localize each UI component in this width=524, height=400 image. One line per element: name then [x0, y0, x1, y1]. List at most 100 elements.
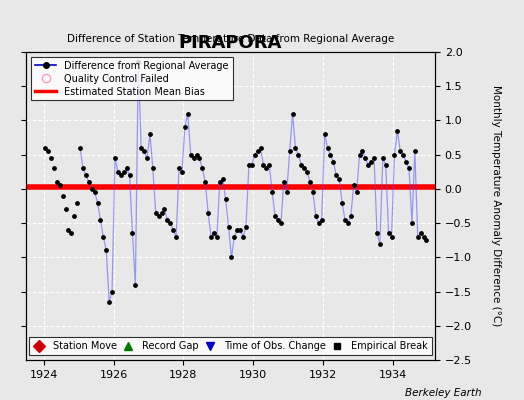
Point: [189, 155, 198, 161]
Point: [387, 234, 396, 240]
Point: [56, 182, 64, 189]
Point: [91, 189, 99, 196]
Point: [219, 176, 227, 182]
Point: [405, 165, 413, 172]
Legend: Station Move, Record Gap, Time of Obs. Change, Empirical Break: Station Move, Record Gap, Time of Obs. C…: [29, 337, 432, 355]
Point: [99, 234, 107, 240]
Point: [399, 152, 407, 158]
Point: [373, 230, 381, 236]
Point: [254, 148, 262, 154]
Point: [271, 213, 279, 220]
Point: [96, 216, 105, 223]
Point: [227, 254, 236, 260]
Point: [73, 199, 81, 206]
Point: [422, 237, 431, 244]
Point: [140, 148, 148, 154]
Point: [390, 152, 399, 158]
Point: [262, 165, 270, 172]
Point: [204, 210, 212, 216]
Point: [105, 299, 113, 305]
Point: [297, 162, 305, 168]
Point: [367, 158, 375, 165]
Point: [149, 165, 157, 172]
Point: [47, 155, 55, 161]
Point: [131, 282, 139, 288]
Point: [323, 145, 332, 151]
Point: [183, 110, 192, 117]
Point: [67, 230, 75, 236]
Point: [364, 162, 373, 168]
Point: [58, 192, 67, 199]
Point: [353, 189, 361, 196]
Point: [175, 165, 183, 172]
Point: [417, 230, 425, 236]
Point: [350, 182, 358, 189]
Point: [146, 131, 154, 137]
Point: [381, 162, 390, 168]
Point: [419, 234, 428, 240]
Point: [119, 168, 128, 175]
Point: [309, 189, 317, 196]
Point: [82, 172, 90, 178]
Point: [88, 186, 96, 192]
Point: [393, 128, 401, 134]
Point: [93, 199, 102, 206]
Point: [274, 216, 282, 223]
Point: [41, 145, 49, 151]
Point: [195, 155, 204, 161]
Point: [84, 179, 93, 185]
Point: [207, 234, 215, 240]
Point: [291, 145, 300, 151]
Point: [201, 179, 210, 185]
Point: [355, 152, 364, 158]
Point: [151, 210, 160, 216]
Point: [250, 152, 259, 158]
Point: [341, 216, 349, 223]
Point: [236, 227, 244, 233]
Point: [329, 158, 337, 165]
Point: [303, 168, 311, 175]
Point: [50, 165, 58, 172]
Point: [256, 145, 265, 151]
Point: [187, 152, 195, 158]
Point: [312, 213, 320, 220]
Point: [222, 196, 230, 202]
Point: [143, 155, 151, 161]
Point: [346, 213, 355, 220]
Point: [326, 152, 335, 158]
Point: [192, 152, 201, 158]
Point: [79, 165, 87, 172]
Point: [379, 155, 387, 161]
Point: [157, 210, 166, 216]
Point: [64, 227, 73, 233]
Point: [245, 162, 253, 168]
Point: [277, 220, 285, 226]
Point: [413, 234, 422, 240]
Point: [306, 179, 314, 185]
Point: [396, 148, 405, 154]
Point: [181, 124, 189, 130]
Point: [314, 220, 323, 226]
Title: PIRAPORA: PIRAPORA: [179, 34, 282, 52]
Point: [102, 247, 111, 254]
Point: [230, 234, 238, 240]
Point: [233, 227, 242, 233]
Point: [70, 213, 79, 220]
Point: [213, 234, 221, 240]
Point: [335, 176, 343, 182]
Point: [385, 230, 393, 236]
Point: [169, 227, 178, 233]
Point: [358, 148, 367, 154]
Point: [265, 162, 274, 168]
Point: [178, 168, 186, 175]
Point: [172, 234, 180, 240]
Point: [163, 216, 171, 223]
Point: [280, 179, 288, 185]
Point: [137, 145, 145, 151]
Point: [224, 223, 233, 230]
Point: [111, 155, 119, 161]
Point: [300, 165, 309, 172]
Point: [166, 220, 174, 226]
Point: [338, 199, 346, 206]
Point: [318, 216, 326, 223]
